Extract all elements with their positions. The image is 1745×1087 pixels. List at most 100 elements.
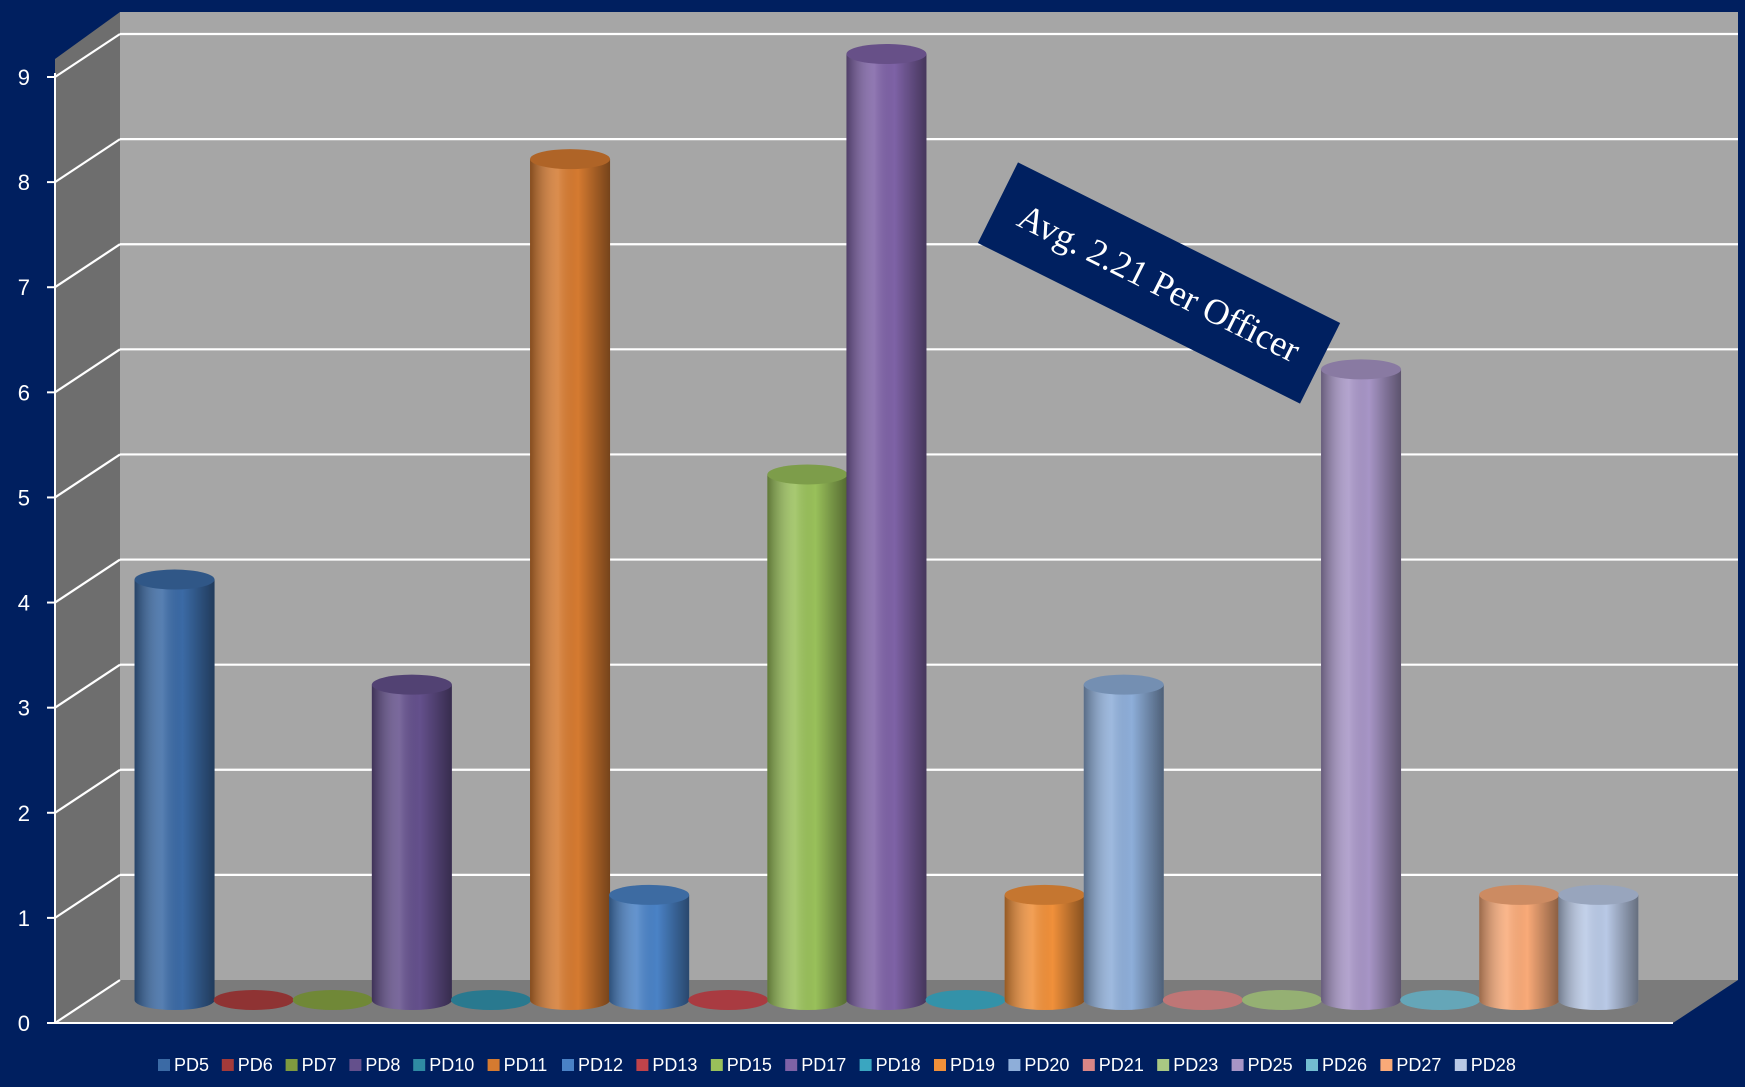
bar-top: [1241, 990, 1322, 1010]
legend-item-pd5: PD5: [158, 1055, 209, 1075]
y-tick-label: 4: [18, 591, 30, 616]
bar-pd10: [450, 990, 531, 1010]
legend-swatch: [1082, 1059, 1095, 1071]
legend-label: PD12: [578, 1055, 623, 1075]
y-tick-label: 1: [18, 906, 30, 931]
y-tick-label: 6: [18, 380, 30, 405]
gridline-side: [54, 453, 121, 499]
gridline-side: [54, 873, 121, 919]
legend-item-pd10: PD10: [413, 1055, 474, 1075]
legend-swatch: [710, 1059, 723, 1071]
side-wall: [55, 12, 120, 1023]
gridline-side: [54, 138, 121, 184]
legend-swatch: [1454, 1059, 1467, 1071]
bar-shading: [1479, 894, 1560, 1010]
legend-swatch: [636, 1059, 649, 1071]
legend-label: PD23: [1173, 1055, 1218, 1075]
bar-top: [450, 990, 531, 1010]
legend-swatch: [1157, 1059, 1170, 1071]
gridline-side: [54, 768, 121, 814]
legend-swatch: [859, 1059, 872, 1071]
legend-swatch: [785, 1059, 798, 1071]
y-tick-label: 0: [18, 1011, 30, 1036]
bar-pd11: [530, 149, 611, 1011]
legend-label: PD15: [727, 1055, 772, 1075]
legend-item-pd26: PD26: [1306, 1055, 1367, 1075]
y-tick-label: 8: [18, 170, 30, 195]
legend-label: PD11: [504, 1055, 548, 1075]
legend-item-pd23: PD23: [1157, 1055, 1218, 1075]
bar-pd13: [688, 990, 769, 1010]
bar-shading: [1004, 894, 1085, 1010]
legend-swatch: [1008, 1059, 1021, 1071]
y-tick-label: 3: [18, 696, 30, 721]
y-axis: 0 1 2 3 4 5 6 7 8 9: [18, 65, 1673, 1036]
legend-label: PD25: [1248, 1055, 1293, 1075]
gridline-side: [54, 33, 121, 78]
bar-top: [1004, 884, 1085, 905]
legend-item-pd20: PD20: [1008, 1055, 1069, 1075]
legend-label: PD18: [876, 1055, 921, 1075]
bar-pd19: [1004, 884, 1085, 1010]
legend-label: PD26: [1322, 1055, 1367, 1075]
legend-item-pd12: PD12: [562, 1055, 623, 1075]
y-tick-label: 5: [18, 485, 30, 510]
legend-label: PD8: [365, 1055, 400, 1075]
y-tick-label: 7: [18, 275, 30, 300]
bar-top: [1400, 990, 1481, 1010]
bar-shading: [371, 684, 452, 1010]
legend-label: PD28: [1471, 1055, 1516, 1075]
y-tick-label: 9: [18, 65, 30, 90]
legend-label: PD6: [238, 1055, 273, 1075]
bar-top: [846, 44, 927, 64]
legend-item-pd6: PD6: [221, 1055, 273, 1075]
legend-swatch: [1306, 1059, 1318, 1071]
bar-shading: [846, 54, 927, 1010]
bar-top: [134, 569, 215, 590]
back-wall: [120, 12, 1738, 980]
bar-shading: [1558, 894, 1639, 1010]
legend-swatch: [158, 1059, 170, 1071]
legend-swatch: [1380, 1059, 1393, 1071]
bar-top: [767, 464, 848, 485]
legend-swatch: [413, 1059, 426, 1071]
bar-top: [1479, 884, 1560, 905]
legend-swatch: [349, 1059, 362, 1071]
bar-shading: [1083, 684, 1164, 1010]
legend-item-pd17: PD17: [785, 1055, 846, 1075]
legend-label: PD19: [950, 1055, 995, 1075]
legend-label: PD13: [652, 1055, 697, 1075]
bar-shading: [767, 474, 848, 1010]
legend-label: PD10: [429, 1055, 474, 1075]
gridline-side: [54, 558, 121, 604]
gridline-side: [54, 243, 121, 289]
legend-item-pd13: PD13: [636, 1055, 697, 1075]
bar-shading: [134, 579, 215, 1010]
bars: [134, 44, 1639, 1011]
bar-pd15: [767, 464, 848, 1010]
bar-pd20: [1083, 674, 1164, 1010]
bar-pd5: [134, 569, 215, 1010]
legend-item-pd11: PD11: [487, 1055, 548, 1075]
bar-top: [1558, 884, 1639, 905]
legend-label: PD27: [1396, 1055, 1441, 1075]
bar-pd28: [1558, 884, 1639, 1010]
gridline-side: [54, 663, 121, 709]
bar-pd25: [1321, 359, 1402, 1010]
legend-item-pd28: PD28: [1454, 1055, 1516, 1075]
bar-top: [530, 149, 611, 170]
y-tick-label: 2: [18, 801, 30, 826]
legend-item-pd21: PD21: [1082, 1055, 1144, 1075]
bar-pd27: [1479, 884, 1560, 1010]
legend-item-pd18: PD18: [859, 1055, 921, 1075]
bar-pd26: [1400, 990, 1481, 1010]
legend-item-pd7: PD7: [285, 1055, 337, 1075]
legend-item-pd19: PD19: [934, 1055, 995, 1075]
legend-swatch: [285, 1059, 298, 1071]
legend-label: PD21: [1099, 1055, 1144, 1075]
legend-swatch: [562, 1059, 574, 1071]
legend-item-pd25: PD25: [1231, 1055, 1293, 1075]
bar-pd23: [1241, 990, 1322, 1010]
